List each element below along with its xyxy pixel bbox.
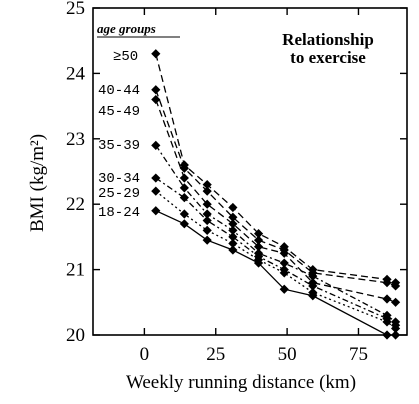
data-point bbox=[228, 245, 238, 255]
data-point bbox=[202, 199, 212, 209]
data-point bbox=[253, 229, 264, 239]
data-point bbox=[151, 173, 161, 183]
annotation-line-1: Relationship bbox=[282, 30, 374, 49]
legend-label-40-44: 40-44 bbox=[98, 83, 140, 99]
series-line bbox=[155, 190, 396, 330]
data-point bbox=[308, 291, 318, 301]
data-point bbox=[390, 297, 401, 307]
data-point bbox=[308, 281, 318, 291]
x-tick-label: 75 bbox=[349, 344, 368, 365]
y-tick-label: 21 bbox=[66, 260, 85, 281]
data-point bbox=[179, 209, 189, 219]
legend-label-30-34: 30-34 bbox=[98, 171, 140, 187]
series-18-24 bbox=[151, 206, 401, 340]
data-point bbox=[279, 248, 289, 258]
data-point bbox=[382, 317, 392, 327]
data-point bbox=[202, 235, 212, 245]
data-point bbox=[308, 271, 318, 281]
data-point bbox=[279, 258, 289, 268]
data-point bbox=[179, 183, 189, 193]
legend-label-35-39: 35-39 bbox=[98, 138, 140, 154]
plot-frame bbox=[92, 7, 408, 336]
annotation-line-2: to exercise bbox=[290, 48, 366, 67]
data-point bbox=[179, 173, 189, 183]
legend-label-25-29: 25-29 bbox=[98, 186, 140, 202]
data-point bbox=[151, 206, 161, 216]
series-45-49 bbox=[151, 94, 401, 307]
legend-label-45-49: 45-49 bbox=[98, 104, 140, 120]
data-point bbox=[202, 225, 212, 235]
y-tick-label: 22 bbox=[66, 194, 85, 215]
series-line bbox=[155, 53, 396, 284]
data-point bbox=[390, 330, 401, 340]
data-point bbox=[228, 238, 238, 249]
data-point bbox=[228, 202, 238, 213]
data-point bbox=[253, 242, 264, 252]
y-tick-label: 23 bbox=[66, 129, 85, 150]
data-point bbox=[151, 186, 161, 196]
y-tick-label: 24 bbox=[66, 63, 86, 84]
data-point bbox=[228, 219, 238, 229]
x-tick-label: 50 bbox=[278, 344, 297, 365]
y-tick-label: 25 bbox=[66, 0, 85, 19]
x-axis-title: Weekly running distance (km) bbox=[126, 372, 356, 393]
data-point bbox=[179, 163, 189, 173]
data-point bbox=[382, 278, 392, 288]
legend-title: age groups bbox=[97, 21, 156, 36]
x-tick-label: 0 bbox=[140, 344, 150, 365]
data-point bbox=[390, 323, 401, 334]
data-point bbox=[202, 186, 212, 196]
legend-label-18-24: 18-24 bbox=[98, 205, 140, 221]
data-point bbox=[228, 225, 238, 235]
data-point bbox=[179, 193, 189, 203]
data-point bbox=[202, 209, 212, 219]
data-point bbox=[151, 85, 161, 95]
data-point bbox=[228, 212, 238, 222]
data-point bbox=[202, 179, 212, 190]
series-40-44 bbox=[151, 85, 401, 291]
series-line bbox=[155, 210, 396, 336]
y-tick-label: 20 bbox=[66, 325, 85, 346]
data-point bbox=[382, 294, 392, 304]
y-axis-title: BMI (kg/m²) bbox=[27, 134, 48, 232]
data-point bbox=[279, 284, 289, 294]
data-point bbox=[390, 281, 401, 291]
data-point bbox=[279, 268, 289, 278]
data-point bbox=[151, 140, 161, 150]
data-point bbox=[151, 94, 161, 105]
data-point bbox=[382, 330, 392, 340]
data-point bbox=[253, 235, 264, 245]
legend-label-≥50: ≥50 bbox=[113, 49, 138, 65]
x-tick-label: 25 bbox=[206, 344, 225, 365]
data-point bbox=[179, 219, 189, 229]
data-point bbox=[151, 49, 161, 59]
data-point bbox=[202, 215, 212, 226]
series-line bbox=[155, 89, 396, 287]
series-line bbox=[155, 99, 396, 303]
data-point bbox=[228, 232, 238, 242]
data-point bbox=[253, 258, 264, 268]
